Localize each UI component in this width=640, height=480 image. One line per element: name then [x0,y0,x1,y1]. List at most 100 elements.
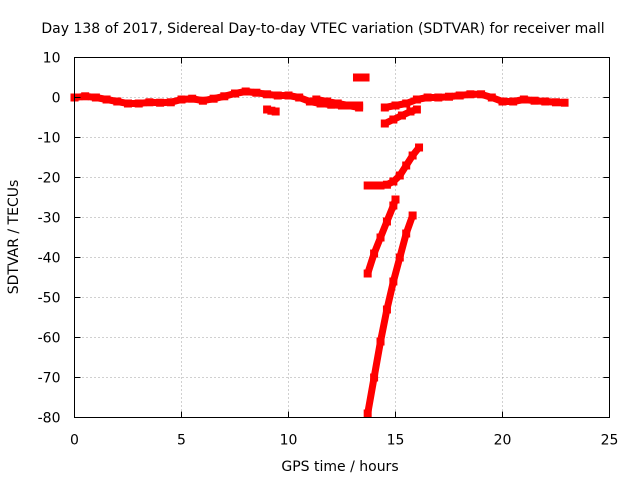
data-point [363,181,372,190]
data-point [220,92,229,101]
data-point [389,115,398,124]
data-point [363,409,372,418]
y-tick-label: -50 [38,291,61,307]
series-mall-c [312,95,364,112]
data-point [166,98,175,107]
data-point [445,92,453,101]
data-point [382,180,391,189]
y-tick-label: -30 [38,211,61,227]
data-point [382,217,391,226]
data-point [344,101,353,110]
y-tick-label: 10 [43,51,61,67]
y-tick-label: -70 [38,371,61,387]
data-point [81,92,90,101]
data-point [198,96,207,105]
series-mall-h [363,195,400,278]
x-tick-label: 0 [70,433,79,449]
data-point [263,105,272,114]
data-point [333,99,342,108]
data-point [355,103,364,112]
data-point [382,305,391,314]
y-axis-label: SDTVAR / TECUs [6,180,22,295]
data-point [357,73,366,82]
data-point [271,107,280,116]
data-point [363,269,372,278]
chart-title: Day 138 of 2017, Sidereal Day-to-day VTE… [41,21,604,37]
data-point [124,99,132,108]
data-point [273,91,282,100]
data-point [389,201,398,210]
series-mall-e [380,90,569,112]
x-tick-label: 10 [280,433,298,449]
data-point [376,337,385,346]
data-point [406,107,415,116]
data-point [376,233,385,242]
data-point [412,105,421,114]
data-point [498,97,507,106]
data-point [370,249,379,258]
data-point [402,99,411,108]
data-point [231,89,239,98]
data-point [408,211,417,220]
data-point [305,97,314,106]
data-point [263,90,272,99]
y-tick-label: -10 [38,131,61,147]
data-point [423,93,432,102]
data-point [177,95,186,104]
series-mall-f [380,105,421,128]
series-mall-b [263,105,280,116]
data-point [188,94,197,103]
x-tick-label: 20 [494,433,512,449]
data-point [434,93,443,102]
x-axis-label: GPS time / hours [281,459,398,475]
data-point [395,171,404,180]
data-point [391,195,400,204]
data-point [145,98,154,107]
data-point [380,103,389,112]
data-point [530,96,539,105]
data-point [466,90,475,99]
data-point [487,93,496,102]
data-point [389,277,398,286]
data-point [352,73,361,82]
data-point [361,73,370,82]
series-mall-g [363,143,424,190]
series-mall-d [352,73,370,82]
data-point [323,97,332,106]
data-point [552,98,560,107]
data-point [252,88,261,97]
data-point [455,91,464,100]
data-point [370,181,379,190]
x-tick-label: 5 [177,433,186,449]
data-point [408,151,417,160]
data-point [370,373,379,382]
data-point [397,111,406,120]
y-tick-label: -80 [38,411,61,427]
data-point [560,98,569,107]
data-point [134,99,143,108]
data-point [412,95,421,104]
data-point [312,95,321,104]
data-point [402,229,411,238]
y-tick-label: -40 [38,251,61,267]
y-tick-label: -60 [38,331,61,347]
x-tick-label: 25 [601,433,619,449]
axis-ticks: 0 5 10 15 20 25 10 0 -10 -20 -30 -40 -50 -60 -70 -80 [38,51,619,449]
series-mall-i [363,211,417,418]
data-point [102,95,111,104]
data-point [295,93,304,102]
data-point [391,101,400,110]
data-point [241,87,250,96]
data-point [267,106,276,115]
x-tick-label: 15 [387,433,405,449]
data-point [91,93,100,102]
data-point [519,95,528,104]
data-point [113,97,122,106]
data-point [209,94,218,103]
data-point [395,253,404,262]
data-point [541,97,550,106]
plot-frame [74,57,610,418]
y-tick-label: -20 [38,171,61,187]
